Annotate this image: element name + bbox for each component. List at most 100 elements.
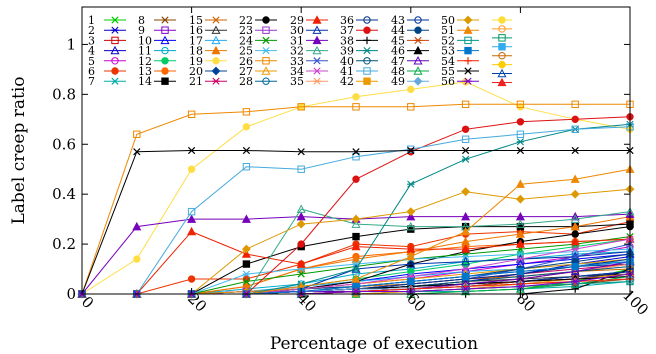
legend-entry-42: 42 [340, 75, 378, 88]
legend-marker [212, 57, 220, 65]
legend-marker [413, 76, 423, 86]
legend-marker [498, 16, 506, 24]
legend-label: 48 [391, 65, 405, 78]
legend-label: 2 [88, 24, 95, 37]
legend-marker [211, 66, 221, 76]
data-point-19-6 [407, 85, 415, 94]
legend-label: 5 [88, 55, 95, 68]
legend-marker [498, 43, 506, 51]
legend-entry-29: 29 [290, 14, 328, 27]
data-point-19-2 [187, 165, 196, 173]
data-point-51-8 [515, 179, 525, 188]
data-point-50-8 [515, 194, 525, 204]
legend-extra-entry [492, 16, 512, 24]
data-point-19-5 [352, 93, 360, 101]
legend-label: 35 [290, 75, 304, 88]
legend-entry-41: 41 [340, 65, 378, 78]
legend-label: 4 [88, 45, 95, 58]
legend-marker [262, 77, 270, 85]
y-tick-label: 0.2 [52, 235, 76, 253]
legend-label: 46 [391, 45, 405, 58]
legend-marker [312, 45, 322, 55]
legend-marker [161, 57, 169, 65]
legend-marker [261, 66, 271, 75]
legend-label: 52 [441, 34, 455, 47]
legend-label: 11 [138, 45, 152, 58]
legend-marker [211, 25, 221, 34]
legend-marker [463, 25, 473, 34]
data-point-51-9 [570, 174, 580, 183]
y-tick-label: 0.6 [52, 135, 76, 153]
legend-label: 6 [88, 65, 95, 78]
legend-entry-31: 31 [290, 34, 328, 47]
legend-entry-47: 47 [391, 55, 429, 68]
legend-label: 24 [239, 34, 253, 47]
legend-label: 14 [138, 75, 152, 88]
data-point-41-8 [516, 130, 525, 138]
legend-label: 20 [189, 65, 203, 78]
data-point-55-1 [133, 148, 141, 156]
data-point-55-5 [352, 148, 360, 156]
data-point-50-5 [351, 214, 361, 224]
legend-entry-44: 44 [391, 24, 429, 37]
legend-marker [413, 56, 423, 65]
legend-marker [464, 67, 472, 75]
data-point-29-4 [296, 259, 306, 268]
legend-entry-48: 48 [391, 65, 429, 78]
legend-label: 9 [138, 24, 145, 37]
x-axis-label: Percentage of execution [270, 334, 478, 354]
legend-marker [463, 15, 473, 25]
legend-label: 23 [239, 24, 253, 37]
legend-entry-6: 6 [88, 65, 126, 78]
legend-entry-27: 27 [239, 65, 277, 78]
data-point-26-5 [352, 103, 360, 111]
legend-entry-3: 3 [88, 34, 126, 47]
legend-label: 34 [290, 65, 304, 78]
legend-marker [160, 35, 170, 45]
data-point-29-9 [570, 236, 580, 246]
data-point-55-3 [242, 146, 251, 155]
data-point-50-7 [461, 187, 471, 197]
legend-entry-9: 9 [138, 24, 176, 37]
legend-extra-entry [492, 43, 512, 51]
legend-entry-34: 34 [290, 65, 328, 78]
legend-extra-entry [492, 77, 512, 87]
data-point-26-4 [297, 103, 305, 111]
data-point-18-5 [351, 254, 361, 263]
series-29 [77, 226, 635, 298]
legend-marker [313, 67, 321, 75]
data-point-26-2 [187, 110, 196, 119]
series-26 [78, 100, 634, 298]
legend-label: 16 [189, 24, 203, 37]
data-point-32-9 [570, 214, 580, 223]
data-point-34-7 [461, 265, 470, 273]
data-point-50-6 [406, 207, 416, 217]
legend-marker [363, 57, 371, 65]
data-point-31-2 [187, 214, 197, 223]
legend-entry-51: 51 [441, 24, 479, 37]
y-tick-label: 0.8 [52, 85, 76, 103]
legend-entry-13: 13 [138, 65, 176, 78]
data-point-41-3 [242, 163, 251, 171]
data-point-26-6 [407, 103, 415, 111]
legend-label: 19 [189, 55, 203, 68]
data-point-14-5 [352, 232, 360, 241]
legend-entry-36: 36 [340, 14, 378, 27]
legend-label: 28 [239, 75, 253, 88]
data-point-37-4 [297, 240, 305, 248]
data-point-30-6 [406, 259, 416, 268]
data-point-55-2 [187, 146, 196, 155]
legend-entry-28: 28 [239, 75, 277, 88]
legend: 1234567891011121314151617181920212223242… [88, 14, 512, 88]
legend-marker [111, 57, 119, 65]
legend-label: 42 [340, 75, 354, 88]
legend-label: 51 [441, 24, 455, 37]
legend-marker [262, 57, 270, 65]
data-point-24-3 [242, 277, 251, 286]
legend-entry-20: 20 [189, 65, 227, 78]
legend-marker [111, 26, 119, 34]
legend-marker [497, 68, 507, 78]
data-point-56-7 [461, 285, 470, 293]
data-point-32-5 [351, 219, 361, 228]
